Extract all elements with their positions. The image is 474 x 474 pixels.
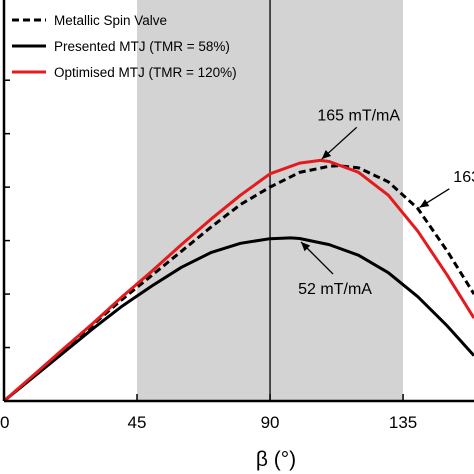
x-tick-label: 90: [261, 413, 280, 432]
annotation-label: 165 mT/mA: [317, 107, 400, 124]
axes: 0 45 90 135: [0, 0, 474, 432]
chart-background: [137, 0, 404, 401]
x-axis-label: β (°): [256, 448, 296, 471]
annotation-arrowhead: [321, 150, 332, 160]
annotation-arrowhead: [301, 242, 311, 252]
legend-label-2: Presented MTJ (TMR = 58%): [54, 39, 230, 54]
annotation-label: 163 mT/mA: [453, 169, 474, 186]
x-tick-label: 0: [0, 413, 9, 432]
x-tick-label: 45: [128, 413, 147, 432]
legend: Metallic Spin Valve Presented MTJ (TMR = …: [12, 13, 237, 80]
series-lines: [3, 158, 474, 403]
x-tick-label: 135: [389, 413, 417, 432]
series-line-3: [3, 158, 474, 403]
annotations: 165 mT/mA 163 mT/mA 52 mT/mA: [298, 107, 474, 298]
x-axis-label-group: β (°): [256, 448, 296, 471]
legend-label-1: Metallic Spin Valve: [54, 13, 167, 28]
annotation-arrowhead: [419, 199, 430, 208]
legend-label-3: Optimised MTJ (TMR = 120%): [54, 65, 237, 80]
series-line-2: [3, 236, 474, 403]
annotation-label: 52 mT/mA: [298, 281, 372, 298]
